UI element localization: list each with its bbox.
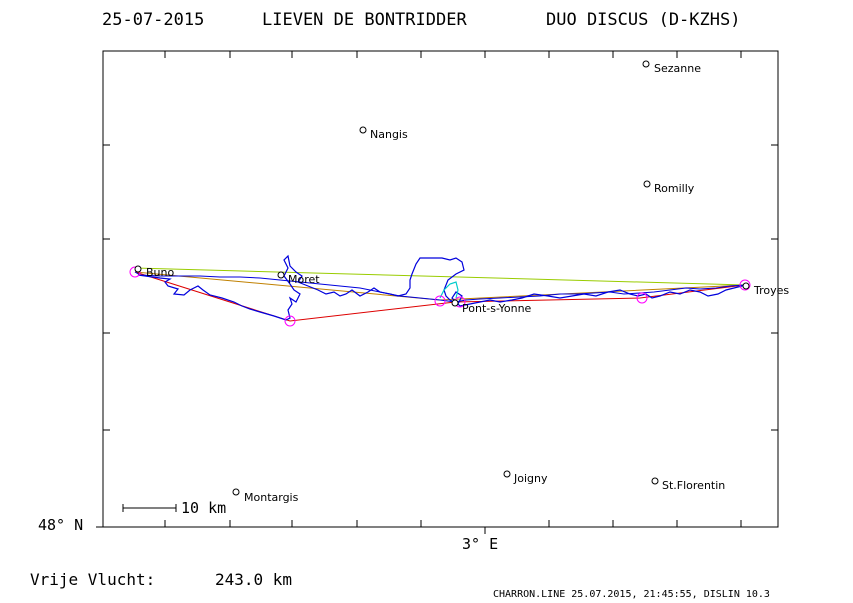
thermal-segment bbox=[439, 281, 459, 299]
latitude-label: 48° N bbox=[38, 516, 83, 534]
longitude-label: 3° E bbox=[462, 535, 498, 553]
turnpoint-circle-4 bbox=[636, 292, 648, 304]
town-nangis: Nangis bbox=[359, 126, 408, 141]
pilot-name: LIEVEN DE BONTRIDDER bbox=[262, 10, 467, 30]
town-label: Pont-s-Yonne bbox=[462, 302, 532, 315]
turnpoint-circle-start bbox=[129, 266, 141, 278]
town-label: Sezanne bbox=[654, 62, 701, 75]
footer-info: CHARRON.LINE 25.07.2015, 21:45:55, DISLI… bbox=[493, 589, 770, 600]
town-st-florentin: St.Florentin bbox=[651, 477, 725, 492]
turnpoint-circle-2 bbox=[434, 295, 446, 307]
town-joigny: Joigny bbox=[503, 470, 548, 485]
turnpoint-circles bbox=[129, 266, 751, 327]
town-moret: Moret bbox=[277, 271, 320, 286]
glider-name: DUO DISCUS (D-KZHS) bbox=[546, 10, 740, 30]
town-troyes: Troyes bbox=[742, 282, 789, 297]
town-montargis: Montargis bbox=[232, 488, 299, 504]
town-romilly: Romilly bbox=[643, 180, 695, 195]
town-label: St.Florentin bbox=[662, 479, 725, 492]
scale-bar: 10 km bbox=[122, 499, 226, 517]
flight-track-return bbox=[134, 271, 746, 303]
optimized-route-line bbox=[134, 267, 746, 286]
town-buno: Buno bbox=[134, 265, 174, 279]
town-label: Buno bbox=[146, 266, 174, 279]
flight-date: 25-07-2015 bbox=[102, 10, 204, 30]
flight-track bbox=[137, 254, 746, 321]
turnpoint-circle-1 bbox=[284, 315, 296, 327]
left-ticks bbox=[96, 51, 778, 534]
map-frame bbox=[102, 50, 779, 528]
town-label: Montargis bbox=[244, 491, 299, 504]
town-label: Moret bbox=[288, 273, 320, 286]
town-label: Troyes bbox=[753, 284, 789, 297]
town-label: Joigny bbox=[513, 472, 548, 485]
scale-bar-label: 10 km bbox=[181, 499, 226, 517]
town-label: Nangis bbox=[370, 128, 408, 141]
turnpoint-circle-finish bbox=[739, 279, 751, 291]
distance-label: Vrije Vlucht: bbox=[30, 570, 155, 589]
town-pont-s-yonne: Pont-s-Yonne bbox=[451, 299, 532, 315]
town-label: Romilly bbox=[654, 182, 695, 195]
town-sezanne: Sezanne bbox=[642, 60, 701, 75]
distance-value: 243.0 km bbox=[215, 570, 292, 589]
